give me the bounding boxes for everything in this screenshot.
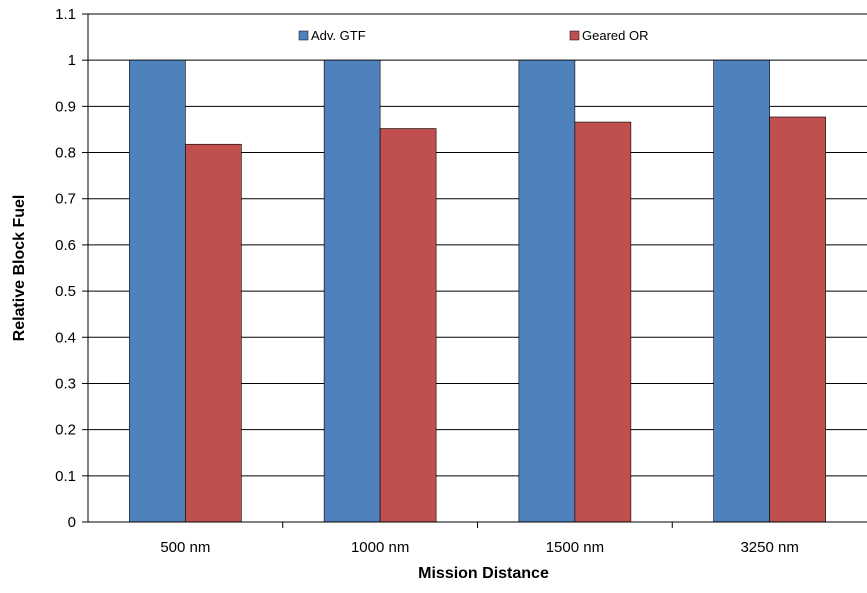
legend-swatch: [298, 30, 309, 41]
bar: [574, 121, 632, 523]
y-tick-label: 1: [68, 52, 76, 69]
y-tick-label: 0.6: [55, 237, 76, 254]
bar: [323, 59, 381, 523]
y-tick-label: 0.9: [55, 98, 76, 115]
x-tick-label: 1500 nm: [546, 539, 604, 556]
x-axis-title: Mission Distance: [418, 565, 549, 582]
y-tick-label: 0.4: [55, 329, 76, 346]
legend: Adv. GTF Geared OR: [298, 28, 648, 43]
bar: [713, 59, 770, 523]
axes: [82, 13, 867, 528]
bars: [129, 59, 826, 523]
y-axis-title: Relative Block Fuel: [11, 195, 28, 342]
y-tick-label: 0.3: [55, 375, 76, 392]
x-tick-label: 1000 nm: [351, 539, 409, 556]
bar: [769, 116, 826, 523]
y-tick-label: 0.1: [55, 468, 76, 485]
bar: [518, 59, 576, 523]
y-tick-label: 0.5: [55, 283, 76, 300]
bar: [379, 128, 437, 523]
x-tick-labels: 500 nm 1000 nm 1500 nm 3250 nm: [160, 539, 798, 556]
legend-swatch: [569, 30, 580, 41]
bar: [185, 143, 242, 523]
y-tick-label: 0.2: [55, 422, 76, 439]
y-tick-label: 0.8: [55, 145, 76, 162]
legend-label: Adv. GTF: [311, 28, 366, 43]
legend-label: Geared OR: [582, 28, 648, 43]
x-tick-label: 3250 nm: [740, 539, 798, 556]
y-tick-labels: 0 0.1 0.2 0.3 0.4 0.5 0.6 0.7 0.8 0.9 1 1.1: [55, 6, 76, 531]
x-tick-label: 500 nm: [160, 539, 210, 556]
y-tick-label: 0: [68, 514, 76, 531]
y-tick-label: 0.7: [55, 191, 76, 208]
y-tick-label: 1.1: [55, 6, 76, 23]
bar: [129, 59, 186, 523]
